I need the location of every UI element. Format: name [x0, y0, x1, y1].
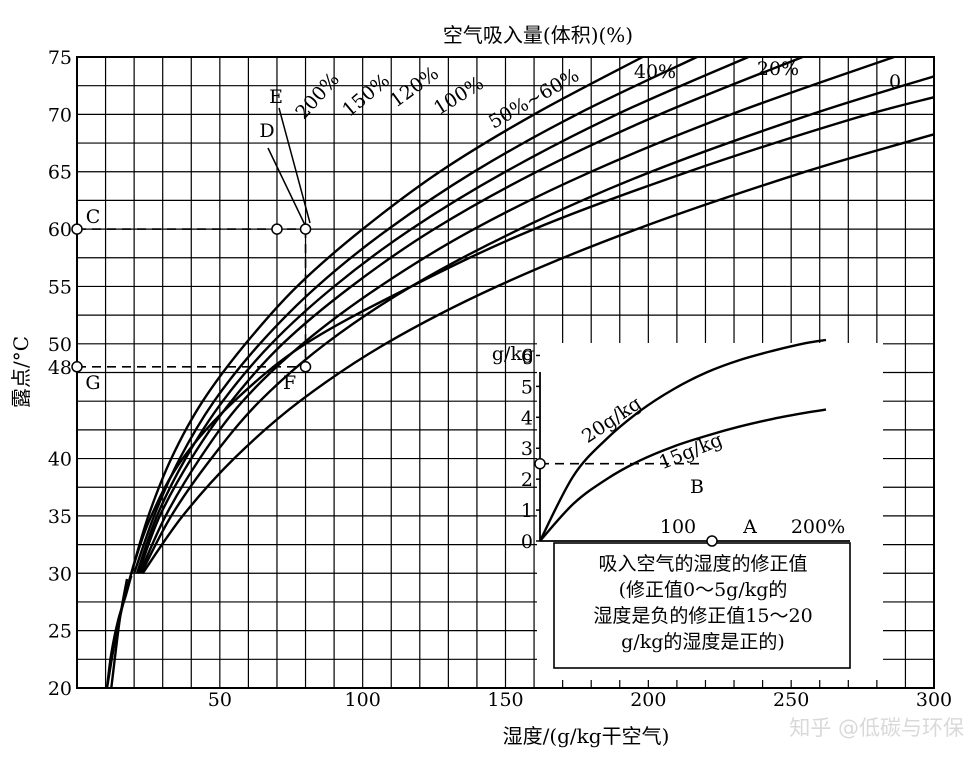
annotation-label: D [259, 120, 274, 142]
y-tick-label: 48 [48, 357, 72, 379]
series-curve-50%~60% [138, 55, 895, 574]
inset-y-tick-label: 5 [521, 376, 533, 398]
inset-note-line: (修正值0～5g/kg的 [619, 579, 788, 601]
lower-branch-curve [105, 575, 133, 689]
inset-note-box [553, 542, 851, 669]
y-tick-label: 25 [48, 621, 72, 643]
y-tick-label: 50 [48, 334, 72, 356]
inset-curve-15g/kg [539, 408, 827, 542]
y-tick-label: 30 [48, 563, 72, 585]
annotation-point [71, 223, 83, 235]
annotation-label: G [85, 372, 100, 394]
y-tick-label: 35 [48, 506, 72, 528]
annotation-point [71, 361, 83, 373]
inset-y-tick-label: 3 [521, 438, 533, 460]
series-curve-20% [141, 133, 935, 574]
annotation-point [271, 223, 283, 235]
inset-y-tick-label: 4 [521, 407, 533, 429]
series-label: 0 [889, 71, 901, 93]
inset-y-tick-label: 1 [521, 500, 533, 522]
x-tick-label: 200 [630, 689, 666, 711]
inset-point-a [706, 535, 718, 547]
series-curve-100% [137, 55, 804, 574]
series-curve-120% [135, 55, 749, 574]
annotation-point [299, 361, 312, 373]
leader-line-d [267, 147, 306, 226]
annotation-label: E [269, 86, 283, 108]
series-label: 40% [634, 61, 676, 83]
annotation-label: C [86, 206, 101, 228]
inset-marker-label: B [690, 476, 704, 498]
x-tick-label: 300 [916, 689, 952, 711]
series-label: 20% [757, 58, 799, 80]
annotation-point [299, 223, 312, 235]
inset-x-tick-label: 200% [791, 516, 845, 538]
chart-title: 空气吸入量(体积)(%) [443, 23, 633, 47]
lower-branch-curve [110, 578, 129, 689]
annotation-label: F [283, 372, 296, 394]
series-curve-0 [105, 96, 935, 689]
inset-y-axis-label: g/kg [492, 343, 534, 365]
inset-y-tick-label: 2 [521, 469, 533, 491]
y-tick-label: 20 [48, 678, 72, 700]
x-tick-label: 150 [487, 689, 523, 711]
y-tick-label: 55 [48, 276, 72, 298]
x-tick-label: 250 [773, 689, 809, 711]
x-tick-label: 100 [345, 689, 381, 711]
y-tick-label: 65 [48, 162, 72, 184]
leader-line-e [278, 107, 311, 224]
y-tick-label: 60 [48, 219, 72, 241]
inset-y-tick-label: 6 [521, 345, 533, 367]
x-tick-label: 50 [208, 689, 232, 711]
curve-group [105, 55, 935, 689]
guide-lines [71, 107, 312, 373]
series-curve-200% [130, 55, 644, 574]
inset-note-line: 吸入空气的湿度的修正值 [598, 553, 807, 575]
inset-marker-label: A [742, 516, 757, 538]
inset-curve-20g/kg [538, 338, 827, 542]
x-axis-label: 湿度/(g/kg干空气) [503, 724, 670, 748]
y-axis-label: 露点/°C [9, 336, 33, 408]
y-tick-label: 75 [48, 47, 72, 69]
inset-x-tick-label: 100 [660, 516, 696, 538]
inset-y-tick-label: 0 [521, 531, 533, 553]
inset-point-b-origin [534, 457, 546, 470]
watermark: 知乎 @低碳与环保 [789, 716, 964, 740]
inset-note-line: g/kg的湿度是正的) [621, 631, 785, 653]
y-tick-label: 70 [48, 104, 72, 126]
inset-note-line: 湿度是负的修正值15～20 [593, 605, 812, 627]
y-tick-label: 40 [48, 449, 72, 471]
